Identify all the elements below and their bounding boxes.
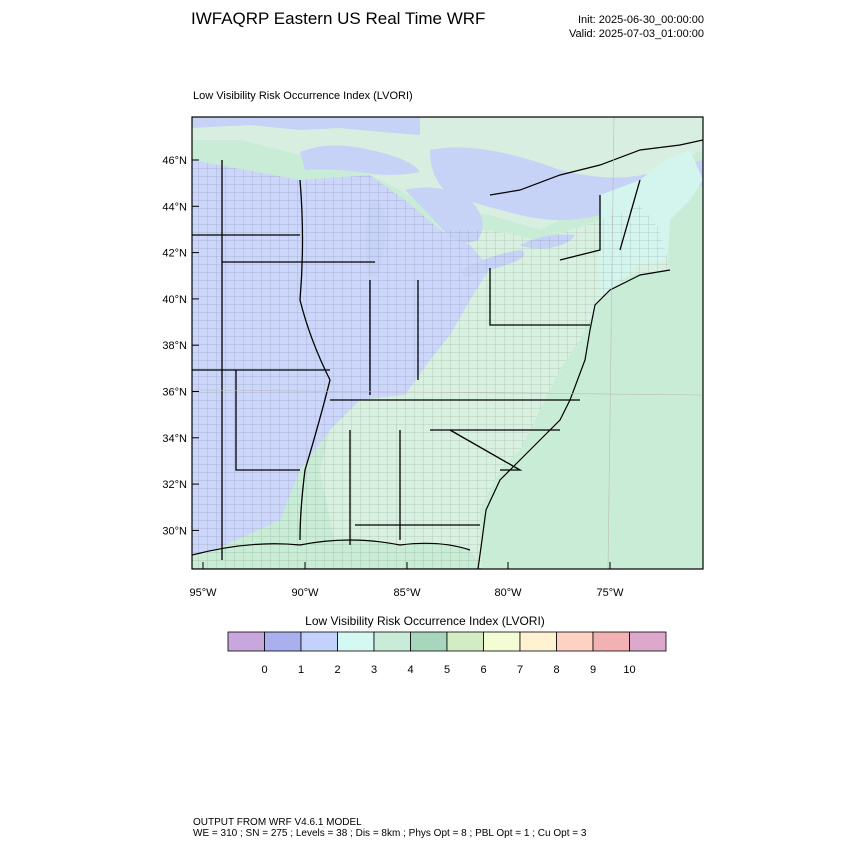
lat-tick-label: 32°N [162,479,187,491]
lat-tick-label: 30°N [162,525,187,537]
colorbar-swatch [556,631,594,652]
map-frame [191,116,704,570]
colorbar-swatch [264,631,302,652]
colorbar-title: Low Visibility Risk Occurrence Index (LV… [305,614,545,628]
colorbar-swatch [410,631,448,652]
lon-tick-label: 80°W [494,587,522,599]
init-time: Init: 2025-06-30_00:00:00 [578,14,704,26]
colorbar-tick-label: 2 [334,664,340,676]
border-vt-nh [619,179,641,251]
colorbar-swatch [300,631,338,652]
footer-config: WE = 310 ; SN = 275 ; Levels = 38 ; Dis … [193,828,587,839]
colorbar-swatch [446,631,484,652]
border-ar-la [235,370,300,471]
time-info: Init: 2025-06-30_00:00:00 Valid: 2025-07… [569,13,704,41]
colorbar-swatch [337,631,375,652]
colorbar-tick-label: 5 [444,664,450,676]
parallel-36n [192,389,703,396]
panel-title: Low Visibility Risk Occurrence Index (LV… [193,90,413,102]
border-pa [489,268,590,326]
valid-time: Valid: 2025-07-03_01:00:00 [569,28,704,40]
state-borders [192,160,641,560]
colorbar-tick-label: 1 [298,664,304,676]
lake-nipigon-region [192,117,420,135]
colorbar-tick-label: 7 [517,664,523,676]
lake-huron [405,187,483,243]
colorbar-tick-label: 8 [553,664,559,676]
lat-tick-label: 40°N [162,294,187,306]
lat-tick-label: 34°N [162,433,187,445]
latitude-ticks: 46°N 44°N 42°N 40°N 38°N 36°N 34°N 32°N 30°N [162,155,199,537]
longitude-ticks: 95°W 90°W 85°W 80°W 75°W [189,562,624,599]
colorbar-swatch [592,631,630,652]
lon-tick-label: 85°W [393,587,421,599]
colorbar-tick-label: 3 [371,664,377,676]
lat-tick-label: 44°N [162,201,187,213]
lat-tick-label: 36°N [162,387,187,399]
gulf-coastline [192,539,471,556]
colorbar: 0 1 2 3 4 5 6 7 8 9 10 [227,631,667,676]
meridian-75w [607,117,615,569]
colorbar-swatch [519,631,557,652]
colorbar-swatch [227,631,265,652]
colorbar-swatch [629,631,667,652]
colorbar-tick-label: 0 [261,664,267,676]
lat-tick-label: 38°N [162,340,187,352]
lake-superior [300,145,420,175]
border-ga-sc [449,429,523,471]
atlantic-coastline [477,269,671,569]
lon-tick-label: 90°W [291,587,319,599]
colorbar-tick-label: 4 [407,664,413,676]
lon-tick-label: 95°W [189,587,217,599]
model-footer: OUTPUT FROM WRF V4.6.1 MODEL WE = 310 ; … [193,817,586,839]
lat-tick-label: 46°N [162,155,187,167]
colorbar-tick-label: 9 [590,664,596,676]
canada-border [489,139,703,196]
lon-tick-label: 75°W [596,587,624,599]
chart-title: IWFAQRP Eastern US Real Time WRF [191,9,486,28]
colorbar-swatch [483,631,521,652]
map-area [192,117,703,569]
lat-tick-label: 42°N [162,248,187,260]
colorbar-tick-label: 6 [480,664,486,676]
colorbar-tick-label: 10 [623,664,635,676]
footer-model: OUTPUT FROM WRF V4.6.1 MODEL [193,817,362,828]
border-ny-vt [559,195,601,261]
border-mississippi [299,179,331,541]
colorbar-swatch [373,631,411,652]
